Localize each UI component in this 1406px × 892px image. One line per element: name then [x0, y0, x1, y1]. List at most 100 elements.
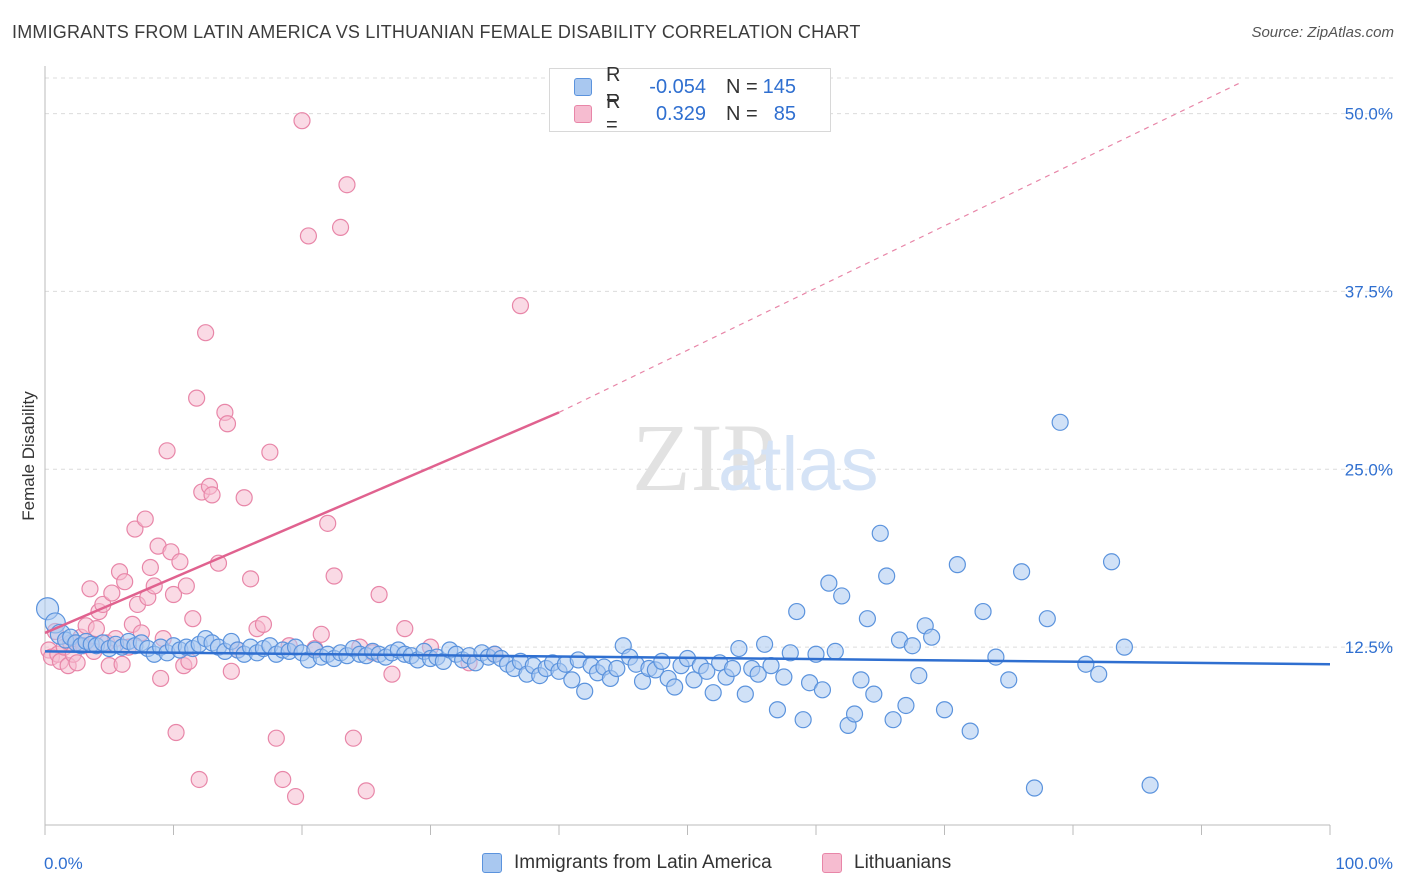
latin-america-point — [852, 671, 870, 689]
trend-lines — [44, 82, 1331, 666]
tick-labels: 12.5% 25.0% 37.5% 50.0% 0.0% 100.0% — [44, 105, 1393, 873]
lithuanians-point — [396, 620, 414, 638]
legend-row-blue: R = -0.054 N = 145 — [574, 64, 796, 109]
lithuanians-point — [267, 729, 285, 747]
lithuanians-point — [370, 585, 388, 604]
latin-america-point — [730, 639, 748, 658]
chart-title: IMMIGRANTS FROM LATIN AMERICA VS LITHUAN… — [12, 22, 861, 42]
latin-america-point — [794, 711, 812, 729]
latin-america-point — [704, 684, 722, 702]
lithuanians-point — [312, 625, 330, 643]
latin-america-point — [723, 659, 742, 678]
latin-america-point — [813, 681, 832, 699]
latin-america-point — [736, 685, 754, 703]
lithuanians-trend-extension — [558, 82, 1241, 413]
latin-america-point — [820, 574, 838, 592]
latin-america-point — [961, 722, 979, 740]
latin-america-point — [1115, 638, 1134, 656]
latin-america-point — [948, 556, 966, 574]
latin-america-point — [800, 674, 819, 692]
latin-america-point — [858, 610, 877, 628]
lithuanians-point — [177, 577, 195, 595]
latin-america-point — [608, 659, 626, 678]
n-value: 145 — [762, 75, 796, 98]
latin-america-point — [1025, 779, 1044, 797]
latin-america-points — [35, 413, 1159, 797]
r-label: R = — [606, 64, 621, 109]
latin-america-point — [865, 685, 883, 703]
correlation-legend: R = -0.054 N = 145 R = 0.329 N = 85 — [549, 64, 831, 136]
lithuanians-points — [40, 112, 530, 806]
latin-america-point — [788, 602, 806, 621]
lithuanians-point — [184, 610, 202, 628]
latin-america-point — [1012, 563, 1031, 581]
latin-america-point — [762, 657, 780, 675]
latin-america-point — [755, 635, 774, 653]
lithuanians-point — [197, 324, 215, 342]
lithuanians-point — [286, 787, 305, 806]
latin-america-point — [666, 678, 684, 696]
lithuanians-point — [338, 176, 356, 194]
latin-america-trend-line — [44, 650, 1331, 666]
latin-america-point — [845, 705, 864, 723]
latin-america-point — [897, 696, 915, 715]
latin-america-point — [698, 662, 716, 680]
legend-label: Lithuanians — [854, 852, 952, 873]
series-legend: Immigrants from Latin America Lithuanian… — [0, 852, 1406, 878]
legend-row-pink: R = 0.329 N = 85 — [574, 91, 796, 136]
lithuanians-point — [158, 442, 176, 460]
y-tick-label: 37.5% — [1345, 282, 1393, 301]
y-tick-label: 12.5% — [1345, 638, 1393, 657]
n-value: 85 — [773, 102, 796, 125]
latin-america-point — [871, 524, 889, 542]
lithuanians-point — [218, 415, 237, 433]
lithuanians-point — [203, 486, 221, 504]
latin-america-point — [903, 637, 921, 655]
lithuanians-point — [103, 584, 121, 602]
y-tick-label: 50.0% — [1345, 105, 1393, 124]
lithuanians-point — [274, 770, 292, 789]
latin-america-point — [935, 701, 954, 719]
x-tick-label: 0.0% — [44, 854, 83, 873]
latin-america-point — [775, 668, 793, 686]
y-axis-label: Female Disability — [19, 391, 38, 521]
lithuanians-point — [235, 489, 253, 507]
latin-america-point — [878, 567, 896, 585]
legend-label: Immigrants from Latin America — [514, 852, 772, 873]
lithuanians-point — [126, 520, 144, 538]
lithuanians-point — [319, 514, 337, 532]
lithuanians-point — [293, 112, 311, 130]
lithuanians-point — [116, 573, 134, 591]
pink-swatch — [574, 105, 592, 123]
source-label: Source: ZipAtlas.com — [1251, 24, 1394, 41]
latin-america-point — [653, 652, 671, 670]
latin-america-point — [1077, 655, 1095, 673]
latin-america-point — [749, 665, 767, 683]
lithuanians-point — [87, 620, 106, 638]
latin-america-point — [768, 701, 787, 719]
lithuanians-point — [299, 227, 318, 245]
latin-america-point — [884, 711, 902, 729]
watermark: ZIP atlas — [632, 404, 879, 511]
lithuanians-point — [141, 558, 159, 577]
r-value: 0.329 — [655, 102, 706, 125]
n-label: N = — [726, 102, 758, 125]
latin-america-point — [923, 628, 941, 646]
blue-swatch — [482, 853, 502, 873]
latin-america-point — [910, 666, 928, 685]
lithuanians-point — [357, 782, 375, 800]
latin-america-point — [1051, 413, 1069, 431]
lithuanians-point — [222, 662, 240, 680]
lithuanians-point — [325, 567, 343, 585]
legend-item-lithuanians: Lithuanians — [822, 852, 951, 874]
pink-swatch — [822, 853, 842, 873]
watermark-atlas: atlas — [718, 422, 879, 507]
latin-america-point — [1038, 610, 1056, 628]
latin-america-point — [685, 671, 703, 689]
lithuanians-point — [383, 665, 401, 683]
legend-item-latin-america: Immigrants from Latin America — [482, 852, 772, 874]
r-value: -0.054 — [649, 75, 706, 98]
lithuanians-point — [188, 389, 206, 407]
axes — [44, 66, 1331, 835]
